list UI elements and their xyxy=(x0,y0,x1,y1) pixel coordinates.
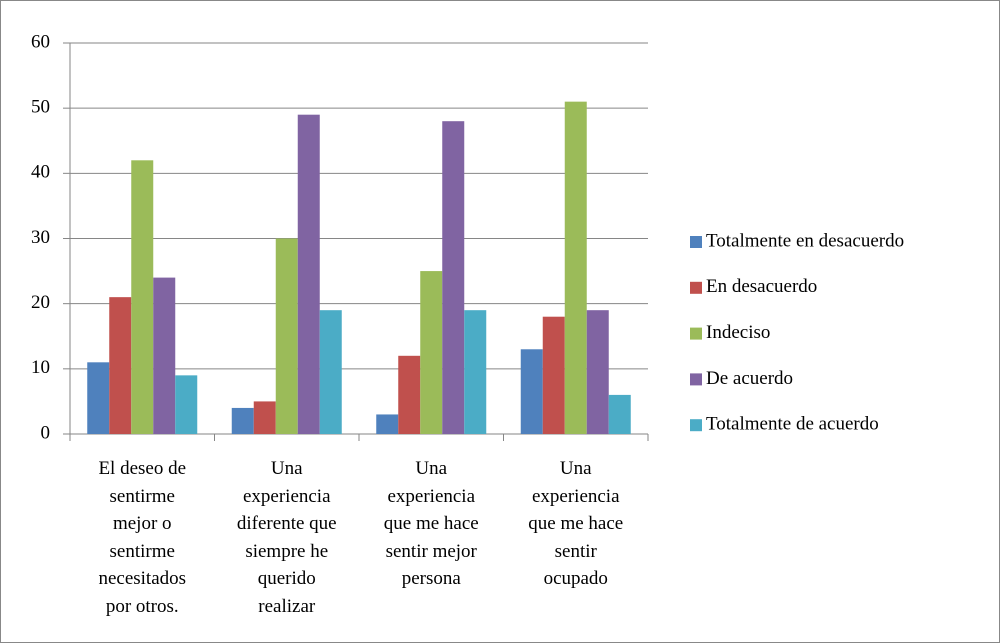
bar xyxy=(109,297,132,434)
legend-label: En desacuerdo xyxy=(706,276,817,297)
bar xyxy=(398,355,421,434)
bar xyxy=(420,271,443,434)
legend-label: Indeciso xyxy=(706,322,770,343)
legend-swatch xyxy=(690,419,702,432)
bar xyxy=(464,310,487,434)
x-tick-label: Una experiencia que me hace sentir ocupa… xyxy=(528,458,624,589)
y-tick-label: 50 xyxy=(31,97,50,118)
bar xyxy=(175,375,198,434)
bar xyxy=(131,160,154,435)
legend-label: De acuerdo xyxy=(706,368,793,389)
bar xyxy=(253,401,276,434)
legend-swatch xyxy=(690,281,702,294)
legend-swatch xyxy=(690,236,702,248)
bar xyxy=(376,414,399,434)
bar xyxy=(231,407,254,434)
y-tick-label: 0 xyxy=(41,422,51,443)
bar xyxy=(520,349,543,434)
bar xyxy=(297,114,320,434)
legend-swatch xyxy=(690,327,702,340)
legend-swatch xyxy=(690,373,702,386)
bar xyxy=(608,394,631,434)
bar xyxy=(153,277,176,434)
bar xyxy=(442,121,465,434)
bar xyxy=(542,316,565,434)
y-tick-label: 20 xyxy=(31,292,50,313)
bar xyxy=(586,310,609,434)
bar xyxy=(275,238,298,434)
x-tick-label: El deseo de sentirme mejor o sentirme ne… xyxy=(98,458,187,617)
bar xyxy=(319,310,342,434)
y-tick-label: 40 xyxy=(31,162,50,183)
y-tick-label: 10 xyxy=(31,357,50,378)
x-tick-label: Una experiencia que me hace sentir mejor… xyxy=(383,458,479,589)
bar xyxy=(564,101,587,435)
y-tick-label: 30 xyxy=(31,227,50,248)
x-tick-label: Una experiencia diferente que siempre he… xyxy=(236,458,337,617)
bar xyxy=(87,362,110,434)
legend-label: Totalmente de acuerdo xyxy=(706,414,879,435)
y-tick-label: 60 xyxy=(31,31,50,52)
legend-label: Totalmente en desacuerdo xyxy=(706,230,904,251)
